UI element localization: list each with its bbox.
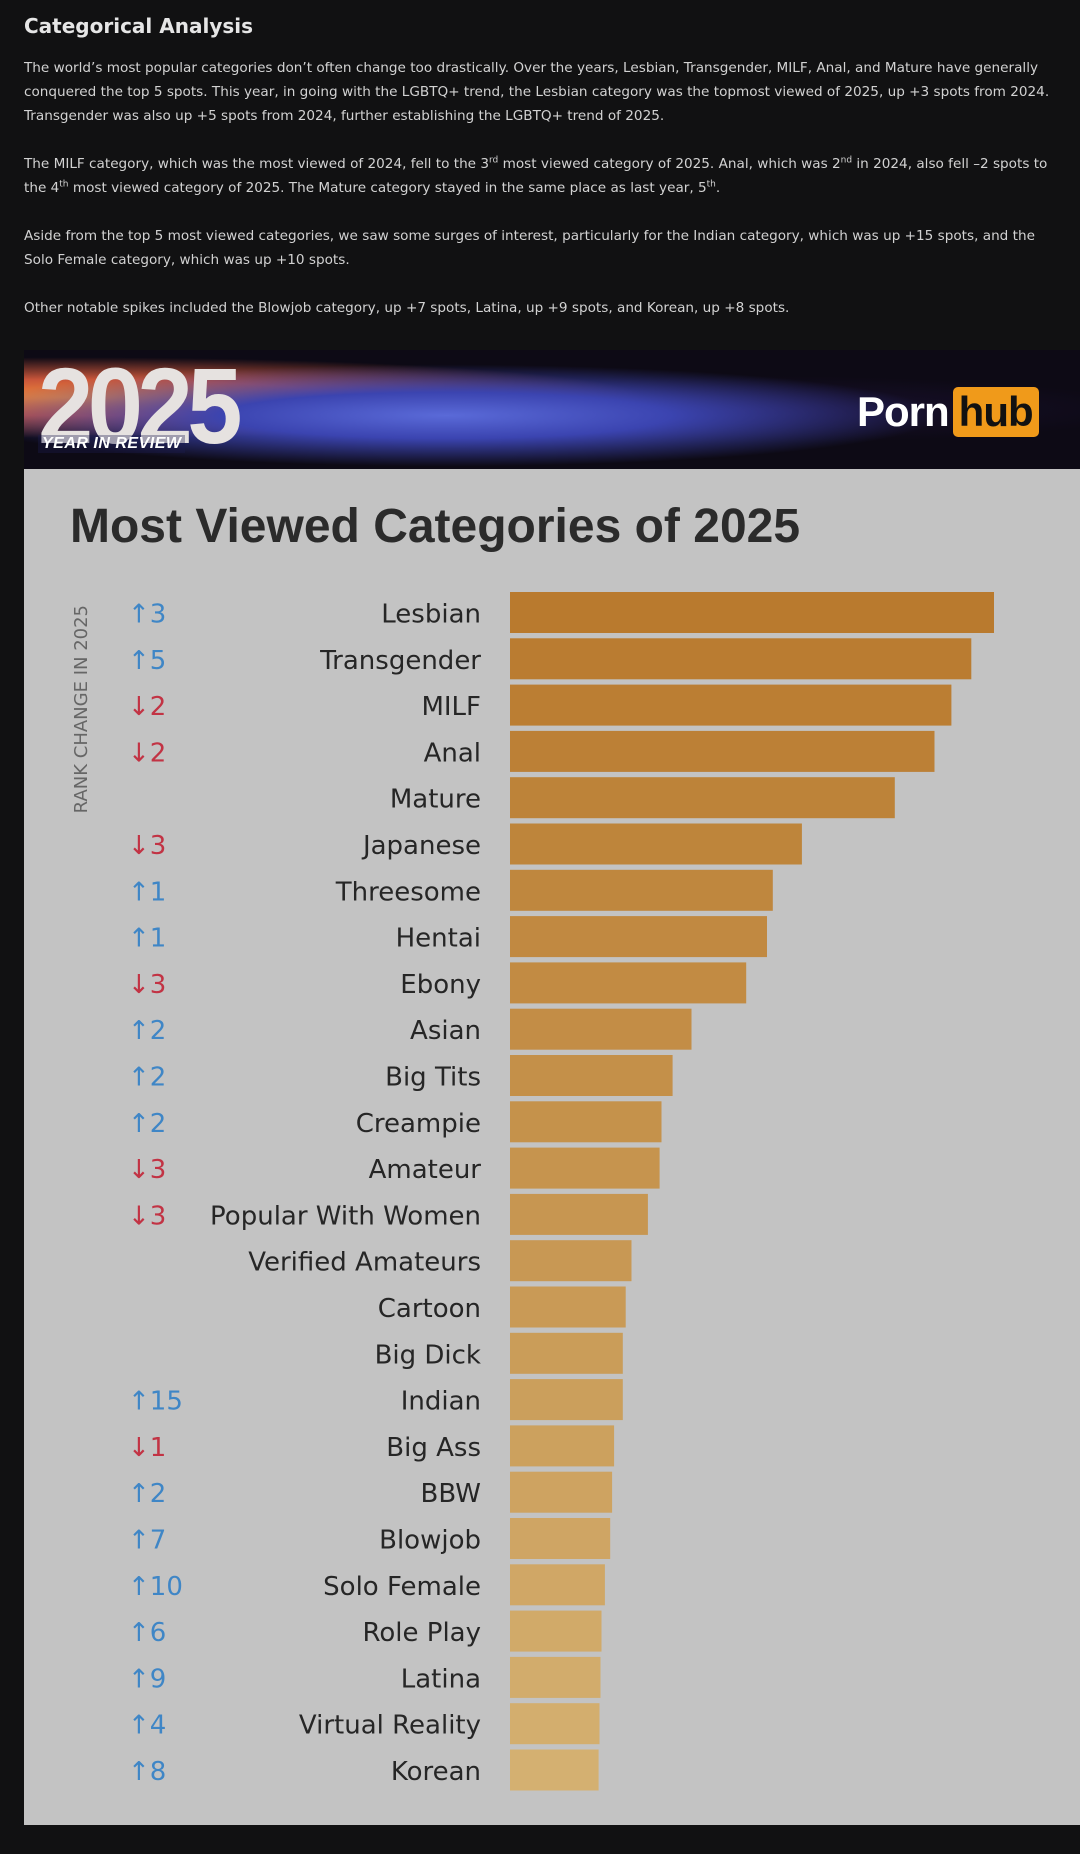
rank-change-label: ↑6 [128, 1618, 166, 1648]
bar-transgender [510, 638, 972, 680]
bar-mature [510, 777, 895, 819]
bar-latina [510, 1656, 601, 1698]
category-label: Mature [390, 785, 481, 815]
bar-chart: Most Viewed Categories of 2025 RANK CHANG… [70, 500, 994, 1791]
bar-blowjob [510, 1518, 611, 1559]
bar-cartoon [510, 1286, 626, 1328]
bar-popular-with-women [510, 1193, 648, 1235]
category-label: Role Play [362, 1618, 481, 1648]
rank-change-label: ↑4 [128, 1711, 166, 1741]
rank-change-label: ↓3 [128, 970, 166, 1000]
category-label: Big Ass [386, 1433, 481, 1463]
article-paragraph-2: The MILF category, which was the most vi… [24, 155, 1048, 196]
article-paragraph-4: Other notable spikes included the Blowjo… [24, 300, 790, 316]
bar-threesome [510, 869, 773, 911]
rank-change-label: ↓3 [128, 1155, 166, 1185]
bar-verified-amateurs [510, 1240, 632, 1282]
bar-amateur [510, 1147, 660, 1189]
rank-change-label: ↑1 [128, 924, 166, 954]
category-label: Latina [401, 1664, 481, 1694]
category-label: Threesome [335, 877, 481, 907]
rank-change-label: ↓2 [128, 692, 166, 722]
rank-change-label: ↑9 [128, 1664, 166, 1694]
bar-korean [510, 1749, 599, 1791]
rank-change-label: ↑3 [128, 600, 166, 630]
category-label: Amateur [369, 1155, 482, 1185]
category-label: BBW [421, 1479, 481, 1509]
bar-big-ass [510, 1425, 615, 1467]
category-label: Big Tits [385, 1063, 481, 1093]
banner-year: 2025 [38, 350, 242, 466]
category-label: Cartoon [378, 1294, 481, 1324]
category-label: Creampie [356, 1109, 481, 1139]
category-label: Korean [391, 1757, 481, 1787]
article: Categorical Analysis The world’s most po… [24, 14, 1064, 344]
category-label: Blowjob [379, 1526, 481, 1556]
banner-subtitle: YEAR IN REVIEW [38, 435, 186, 453]
article-paragraph-3: Aside from the top 5 most viewed categor… [24, 228, 1035, 268]
rank-change-label: ↑7 [128, 1526, 166, 1556]
bar-big-tits [510, 1055, 673, 1096]
category-label: Japanese [361, 831, 481, 861]
article-paragraph-1: The world’s most popular categories don’… [24, 60, 1050, 124]
rank-change-label: ↓1 [128, 1433, 166, 1463]
rank-change-label: ↑15 [128, 1387, 183, 1417]
bar-creampie [510, 1101, 662, 1143]
bar-solo-female [510, 1564, 605, 1606]
bar-milf [510, 684, 952, 726]
category-label: Solo Female [323, 1572, 481, 1602]
article-heading: Categorical Analysis [24, 14, 254, 38]
bar-asian [510, 1008, 692, 1050]
category-label: Transgender [319, 646, 481, 676]
bar-japanese [510, 823, 802, 865]
rank-change-label: ↑2 [128, 1063, 166, 1093]
category-label: Ebony [400, 970, 481, 1000]
category-label: MILF [421, 692, 481, 722]
rank-change-label: ↑2 [128, 1479, 166, 1509]
category-label: Hentai [396, 924, 481, 954]
bar-virtual-reality [510, 1703, 600, 1745]
bar-ebony [510, 962, 747, 1004]
rank-change-label: ↑1 [128, 877, 166, 907]
category-label: Asian [410, 1016, 481, 1046]
chart-title: Most Viewed Categories of 2025 [70, 500, 800, 553]
bar-big-dick [510, 1332, 623, 1374]
bar-anal [510, 730, 935, 772]
year-in-review-banner: 2025 YEAR IN REVIEW Porn hub [24, 350, 1080, 469]
rank-change-label: ↑2 [128, 1016, 166, 1046]
category-label: Popular With Women [210, 1201, 481, 1231]
bar-lesbian [510, 592, 994, 633]
bar-bbw [510, 1471, 613, 1513]
bar-role-play [510, 1610, 602, 1652]
logo-text-right: hub [952, 387, 1039, 437]
category-label: Virtual Reality [299, 1711, 481, 1741]
bar-indian [510, 1379, 623, 1421]
brand-logo: Porn hub [857, 387, 1039, 437]
category-label: Indian [401, 1387, 481, 1417]
rank-change-label: ↓2 [128, 738, 166, 768]
category-label: Anal [424, 738, 481, 768]
chart-panel: Most Viewed Categories of 2025 RANK CHANG… [24, 469, 1080, 1825]
rank-change-label: ↓3 [128, 1201, 166, 1231]
rank-change-label: ↑2 [128, 1109, 166, 1139]
rank-change-axis-label: RANK CHANGE IN 2025 [71, 605, 92, 813]
rank-change-label: ↑8 [128, 1757, 166, 1787]
bar-hentai [510, 916, 767, 958]
rank-change-label: ↑10 [128, 1572, 183, 1602]
logo-text-left: Porn [857, 388, 950, 435]
rank-change-label: ↑5 [128, 646, 166, 676]
category-label: Big Dick [375, 1340, 481, 1370]
category-label: Lesbian [381, 600, 481, 630]
rank-change-label: ↓3 [128, 831, 166, 861]
category-label: Verified Amateurs [248, 1248, 481, 1278]
